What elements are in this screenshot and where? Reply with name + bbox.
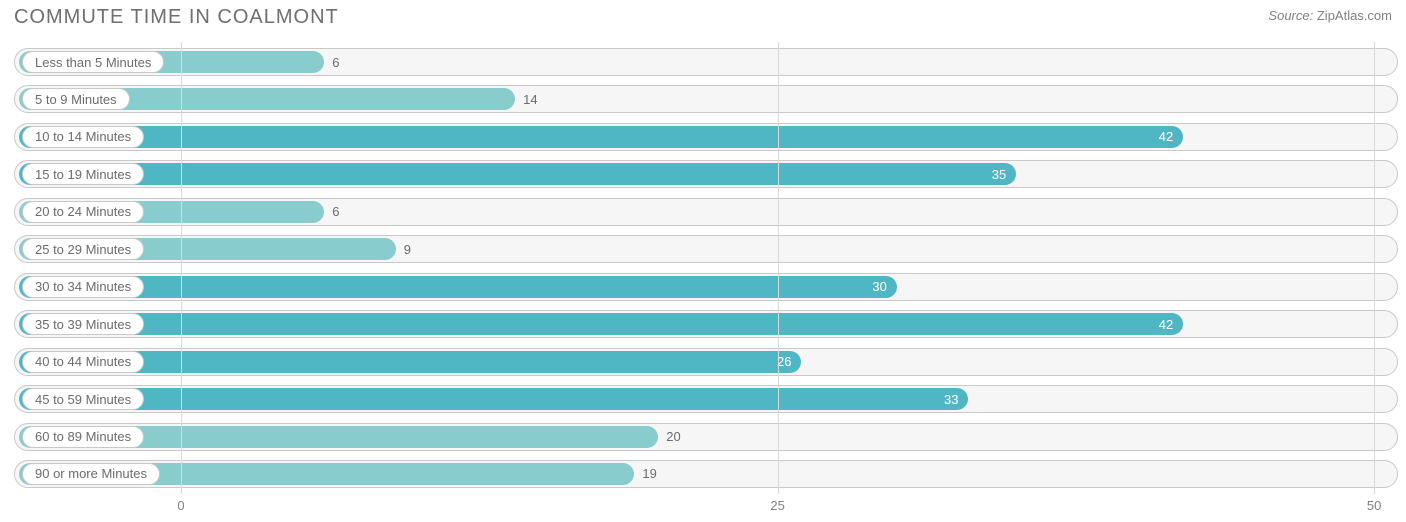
bar-value: 9	[404, 235, 411, 263]
plot-area: 6 Less than 5 Minutes 14 5 to 9 Minutes 42 10…	[14, 42, 1398, 494]
bar-row: 26 40 to 44 Minutes	[14, 348, 1398, 376]
bar-value: 20	[666, 423, 680, 451]
category-label: 5 to 9 Minutes	[22, 88, 130, 110]
bar: 30	[19, 276, 897, 298]
bar-row: 19 90 or more Minutes	[14, 460, 1398, 488]
bar-value: 14	[523, 85, 537, 113]
chart-source-value: ZipAtlas.com	[1317, 8, 1392, 23]
bar: 42	[19, 313, 1183, 335]
category-label: 25 to 29 Minutes	[22, 238, 144, 260]
chart-container: Commute Time in Coalmont Source: ZipAtla…	[0, 0, 1406, 522]
bar-row: 42 35 to 39 Minutes	[14, 310, 1398, 338]
category-label: 20 to 24 Minutes	[22, 201, 144, 223]
bar-row: 20 60 to 89 Minutes	[14, 423, 1398, 451]
bar-row: 42 10 to 14 Minutes	[14, 123, 1398, 151]
bar-row: 6 20 to 24 Minutes	[14, 198, 1398, 226]
category-label: 45 to 59 Minutes	[22, 388, 144, 410]
grid-line	[778, 42, 779, 494]
bar-row: 33 45 to 59 Minutes	[14, 385, 1398, 413]
category-label: 90 or more Minutes	[22, 463, 160, 485]
category-label: 15 to 19 Minutes	[22, 163, 144, 185]
category-label: 40 to 44 Minutes	[22, 351, 144, 373]
bar-value: 33	[944, 388, 958, 410]
chart-title: Commute Time in Coalmont	[14, 6, 339, 28]
bar-row: 9 25 to 29 Minutes	[14, 235, 1398, 263]
chart-header: Commute Time in Coalmont Source: ZipAtla…	[14, 6, 1392, 34]
bar: 33	[19, 388, 968, 410]
bar-value: 6	[332, 198, 339, 226]
bar-rows: 6 Less than 5 Minutes 14 5 to 9 Minutes 42 10…	[14, 48, 1398, 488]
bar-value: 35	[992, 163, 1006, 185]
bar-row: 6 Less than 5 Minutes	[14, 48, 1398, 76]
chart-source-label: Source:	[1268, 8, 1313, 23]
category-label: 60 to 89 Minutes	[22, 426, 144, 448]
category-label: 35 to 39 Minutes	[22, 313, 144, 335]
category-label: Less than 5 Minutes	[22, 51, 164, 73]
bar: 35	[19, 163, 1016, 185]
x-axis-tick: 25	[770, 498, 784, 513]
x-axis: 0 25 50	[14, 498, 1398, 516]
category-label: 10 to 14 Minutes	[22, 126, 144, 148]
bar-value: 42	[1159, 126, 1173, 148]
bar-value: 19	[642, 460, 656, 488]
bar-value: 26	[777, 351, 791, 373]
bar-value: 6	[332, 48, 339, 76]
x-axis-tick: 0	[177, 498, 184, 513]
grid-line	[1374, 42, 1375, 494]
bar-value: 30	[872, 276, 886, 298]
bar-value: 42	[1159, 313, 1173, 335]
bar-row: 14 5 to 9 Minutes	[14, 85, 1398, 113]
bar-row: 35 15 to 19 Minutes	[14, 160, 1398, 188]
x-axis-tick: 50	[1367, 498, 1381, 513]
bar: 42	[19, 126, 1183, 148]
bar-row: 30 30 to 34 Minutes	[14, 273, 1398, 301]
category-label: 30 to 34 Minutes	[22, 276, 144, 298]
grid-line	[181, 42, 182, 494]
chart-source: Source: ZipAtlas.com	[1268, 8, 1392, 23]
